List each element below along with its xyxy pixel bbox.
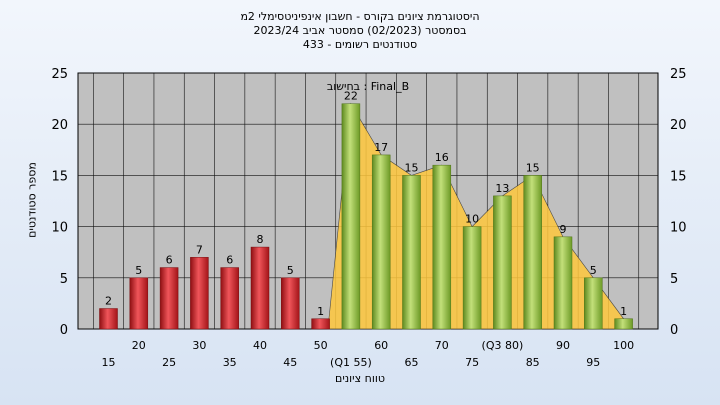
bar-45 — [281, 277, 300, 330]
bar-60 — [371, 154, 391, 330]
y-tick-label-right: 0 — [670, 323, 678, 338]
bar-25 — [159, 267, 179, 330]
x-tick-label: 60 — [374, 339, 388, 352]
bar-value-label: 6 — [166, 254, 173, 267]
y-tick-label-left: 10 — [51, 221, 68, 236]
y-tick-label-left: 25 — [51, 67, 68, 82]
bar-35 — [220, 267, 239, 330]
x-tick-label: 75 — [465, 356, 479, 369]
x-tick-label: 90 — [556, 339, 570, 352]
bar-30 — [190, 257, 209, 330]
chart-subtitle-semester: בסמסטר (02/2023) סמסטר אביב 2023/24 — [253, 24, 467, 37]
x-tick-label: 100 — [613, 339, 634, 352]
bar-value-label: 9 — [560, 223, 567, 236]
bar-value-label: 2 — [105, 295, 112, 308]
chart-subtitle-students: סטודנטים רשומים - 433 — [302, 38, 418, 51]
bar-value-label: 15 — [405, 161, 419, 174]
bar-15 — [99, 308, 118, 330]
x-tick-label: 70 — [435, 339, 449, 352]
y-tick-label-left: 0 — [60, 323, 68, 338]
bar-value-label: 7 — [196, 243, 203, 256]
y-tick-label-right: 20 — [670, 118, 687, 133]
bar-value-label: 1 — [317, 305, 324, 318]
bar-value-label: 17 — [374, 141, 388, 154]
y-tick-label-left: 20 — [51, 118, 68, 133]
x-tick-label: 85 — [526, 356, 540, 369]
y-tick-label-left: 15 — [51, 169, 68, 184]
bar-95 — [584, 277, 603, 330]
y-tick-label-right: 5 — [670, 272, 678, 287]
bar-100 — [614, 318, 633, 330]
bar-40 — [250, 246, 270, 330]
x-tick-label: 40 — [253, 339, 267, 352]
chart-title: היסטוגרמת ציונים בקורס - חשבון אינפיניטס… — [240, 10, 480, 23]
bar-value-label: 16 — [435, 151, 449, 164]
x-tick-label: (Q3 80) — [482, 339, 524, 352]
x-tick-label: 50 — [314, 339, 328, 352]
x-tick-label: 30 — [192, 339, 206, 352]
bar-value-label: 13 — [495, 182, 509, 195]
x-axis-label: טווח ציונים — [335, 372, 385, 385]
chart-title-block: היסטוגרמת ציונים בקורס - חשבון אינפיניטס… — [0, 10, 720, 52]
x-tick-label: 20 — [132, 339, 146, 352]
legend-text: בחישוב : Final_B — [327, 80, 409, 93]
bar-90 — [553, 236, 573, 330]
y-tick-label-right: 25 — [670, 67, 687, 82]
y-tick-label-right: 10 — [670, 221, 687, 236]
bar-value-label: 5 — [590, 264, 597, 277]
bar-value-label: 5 — [135, 264, 142, 277]
x-tick-label: 95 — [586, 356, 600, 369]
bar-q155 — [341, 103, 361, 330]
bar-20 — [129, 277, 149, 330]
bar-value-label: 22 — [344, 90, 358, 103]
bar-70 — [432, 164, 452, 330]
x-tick-label: (Q1 55) — [330, 356, 372, 369]
bar-50 — [311, 318, 330, 330]
bar-value-label: 15 — [526, 161, 540, 174]
bar-value-label: 8 — [257, 233, 264, 246]
y-axis-label: מספר סטודנטים — [25, 162, 39, 238]
bar-value-label: 5 — [287, 264, 294, 277]
bar-65 — [402, 175, 421, 330]
bar-value-label: 10 — [465, 213, 479, 226]
x-tick-label: 45 — [283, 356, 297, 369]
x-tick-label: 25 — [162, 356, 176, 369]
bar-value-label: 1 — [620, 305, 627, 318]
x-tick-label: 65 — [405, 356, 419, 369]
bar-value-label: 6 — [226, 254, 233, 267]
y-tick-label-right: 15 — [670, 169, 687, 184]
y-tick-label-left: 5 — [60, 272, 68, 287]
x-tick-label: 35 — [223, 356, 237, 369]
bar-75 — [462, 226, 482, 330]
bar-q380 — [493, 195, 512, 330]
x-tick-label: 15 — [102, 356, 116, 369]
bar-85 — [523, 175, 542, 330]
